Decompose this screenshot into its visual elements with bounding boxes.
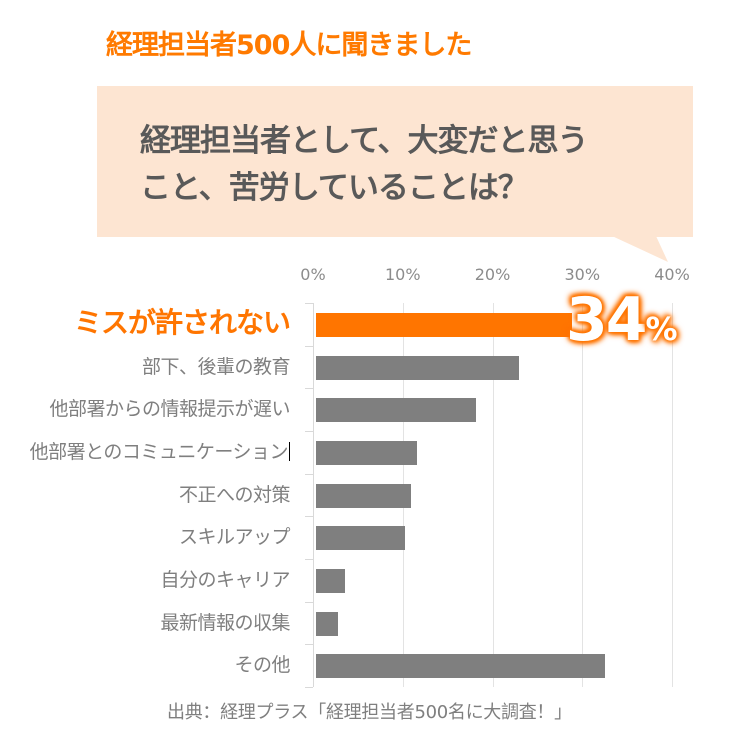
- x-axis-tick-label: 10%: [384, 265, 421, 284]
- text-cursor-icon: [289, 442, 290, 461]
- bar: [316, 526, 405, 550]
- callout-number: 34: [566, 285, 647, 355]
- category-label: その他: [234, 653, 290, 677]
- bar: [316, 441, 417, 465]
- category-label-text: 他部署とのコミュニケーション: [29, 441, 289, 463]
- y-axis-tick: [305, 516, 313, 517]
- y-axis-tick: [305, 602, 313, 603]
- y-axis-tick: [305, 388, 313, 389]
- y-axis-tick: [305, 644, 313, 645]
- question-line-1: 経理担当者として、大変だと思う: [140, 123, 589, 159]
- category-label: 自分のキャリア: [160, 568, 290, 592]
- speech-bubble: [97, 86, 693, 237]
- category-label-text: スキルアップ: [178, 526, 291, 548]
- highlight-callout: 34%: [566, 285, 678, 355]
- category-label: 他部署とのコミュニケーション: [30, 440, 290, 464]
- y-axis-line: [313, 303, 314, 687]
- x-axis-tick-label: 30%: [564, 265, 601, 284]
- category-label-text: 他部署からの情報提示が遅い: [49, 398, 290, 420]
- source-citation: 出典：経理プラス「経理担当者500名に大調査！」: [167, 702, 572, 723]
- y-axis-tick: [305, 303, 313, 304]
- bar: [316, 484, 411, 508]
- question-text: 経理担当者として、大変だと思う こと、苦労していることは？: [140, 118, 589, 212]
- x-axis-tick-label: 20%: [474, 265, 511, 284]
- category-label-text: 自分のキャリア: [160, 569, 290, 591]
- category-label: 他部署からの情報提示が遅い: [49, 397, 290, 421]
- bar: [316, 612, 338, 636]
- category-label: 部下、後輩の教育: [141, 355, 291, 379]
- category-label: ミスが許されない: [73, 306, 291, 340]
- question-line-2: こと、苦労していることは？: [140, 170, 529, 206]
- x-axis-tick-label: 0%: [300, 265, 326, 284]
- bar-highlighted: [316, 313, 572, 337]
- bar: [316, 654, 605, 678]
- headline-title: 経理担当者500人に聞きました: [106, 30, 472, 61]
- category-label-text: 不正への対策: [178, 484, 291, 506]
- category-label-text: 部下、後輩の教育: [141, 356, 291, 378]
- category-label-text: 最新情報の収集: [160, 612, 290, 634]
- bar: [316, 356, 519, 380]
- gridline: [672, 303, 673, 687]
- category-label-text: ミスが許されない: [73, 306, 291, 339]
- category-label: スキルアップ: [178, 525, 291, 549]
- category-label: 不正への対策: [178, 483, 291, 507]
- y-axis-tick: [305, 431, 313, 432]
- y-axis-tick: [305, 687, 313, 688]
- gridline: [582, 303, 583, 687]
- y-axis-tick: [305, 474, 313, 475]
- bubble-tail-shape: [612, 236, 668, 262]
- callout-unit: %: [645, 310, 678, 348]
- category-label-text: その他: [234, 654, 290, 676]
- bar: [316, 569, 345, 593]
- bar: [316, 398, 476, 422]
- gridline: [493, 303, 494, 687]
- y-axis-tick: [305, 559, 313, 560]
- y-axis-tick: [305, 346, 313, 347]
- category-label: 最新情報の収集: [160, 611, 290, 635]
- x-axis-tick-label: 40%: [654, 265, 690, 284]
